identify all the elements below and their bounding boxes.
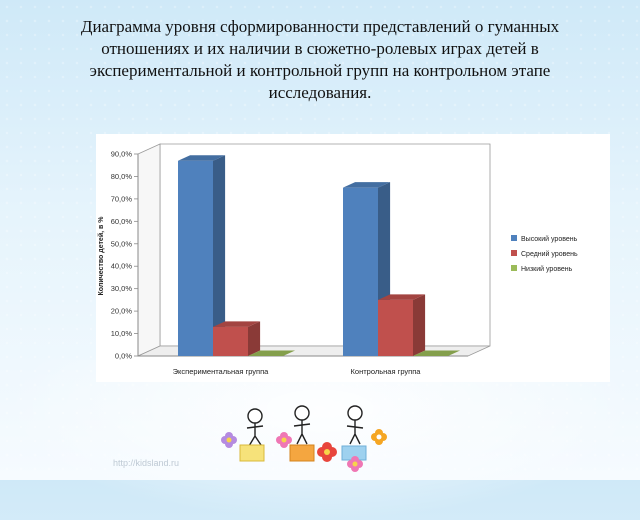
bar-top [248,350,296,356]
flower-icon-4 [371,429,387,445]
slide-title: Диаграмма уровня сформированности предст… [40,16,600,104]
y-tick-labels: 0,0% 10,0% 20,0% 30,0% 40,0% 50,0% 60,0% 70,0% 8… [111,150,138,361]
orange-block-icon [289,444,315,462]
chart-legend: Высокий уровень Средний уровень Низкий уро… [511,235,578,273]
watermark-url: http://kidsland.ru [113,458,180,468]
bar-top [378,294,426,300]
x-category-label: Экспериментальная группа [173,367,270,376]
legend-label: Низкий уровень [521,265,573,273]
y-tick-label: 90,0% [111,150,133,159]
bar-front [378,299,413,356]
legend-swatch [511,250,517,256]
bar-top [343,182,391,188]
x-category-label: Контрольная группа [351,367,422,376]
x-category-labels: Экспериментальная группа Контрольная груп… [173,367,422,376]
bar-front [343,187,378,356]
y-tick-label: 0,0% [115,352,132,361]
bar-front [178,160,213,356]
legend-swatch [511,265,517,271]
bar [378,294,426,356]
bar [248,350,296,356]
bar-side [413,294,426,356]
bar-top [178,155,226,161]
child-figure-1 [246,408,264,447]
side-wall [137,143,161,357]
child-figure-2 [293,405,311,445]
y-axis-label: Количество детей, в % [97,216,105,296]
bar [213,321,261,356]
kids-decoration [221,405,387,472]
y-tick-label: 80,0% [111,172,133,181]
legend-label: Средний уровень [521,250,578,258]
title-line-2: отношениях и их наличии в сюжетно-ролевы… [101,39,539,58]
chart-bars [178,155,461,356]
y-tick-label: 50,0% [111,239,133,248]
bar-top [213,321,261,327]
legend-label: Высокий уровень [521,235,578,243]
title-line-1: Диаграмма уровня сформированности предст… [80,17,560,36]
y-tick-label: 10,0% [111,329,133,338]
bar-chart: 0,0% 10,0% 20,0% 30,0% 40,0% 50,0% 60,0% 70,0% 8… [97,143,579,472]
child-figure-3 [346,405,364,445]
flower-icon-3 [317,442,337,462]
legend-swatch [511,235,517,241]
y-tick-label: 40,0% [111,262,133,271]
bar [413,350,461,356]
y-tick-label: 30,0% [111,284,133,293]
yellow-block-icon [239,444,265,462]
bar-front [213,326,248,356]
bar-side [248,321,261,356]
title-line-4: исследования. [268,83,372,102]
flower-icon-2 [276,432,292,448]
title-line-3: экспериментальной и контрольной групп на… [89,61,551,80]
bar [178,155,226,356]
flower-icon-5 [347,456,363,472]
bar-side [213,155,226,356]
y-tick-label: 60,0% [111,217,133,226]
bar-top [413,350,461,356]
flower-icon-1 [221,432,237,448]
y-tick-label: 20,0% [111,307,133,316]
y-tick-label: 70,0% [111,194,133,203]
